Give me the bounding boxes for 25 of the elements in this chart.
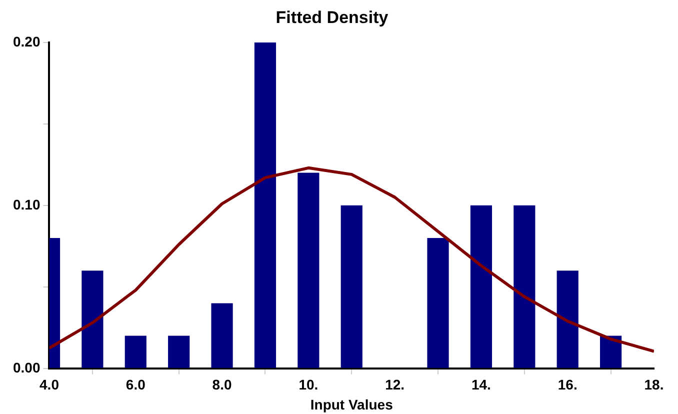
x-tick-label: 16.	[558, 376, 578, 393]
bar	[470, 205, 492, 368]
bar	[254, 42, 276, 368]
x-tick-label: 6.0	[126, 376, 146, 393]
bar	[124, 336, 146, 368]
bar	[600, 336, 622, 368]
x-tick-label: 4.0	[40, 376, 60, 393]
y-tick-label: 0.10	[13, 196, 40, 212]
bar	[514, 205, 536, 368]
chart-title: Fitted Density	[276, 8, 389, 27]
bar	[82, 270, 104, 368]
bar	[298, 172, 320, 368]
x-tick-label: 12.	[385, 376, 405, 393]
bar	[427, 238, 449, 368]
x-tick-label: 8.0	[212, 376, 232, 393]
x-axis-title: Input Values	[310, 396, 394, 412]
bar	[340, 205, 362, 368]
x-tick-label: 10.	[298, 376, 318, 393]
bar	[556, 270, 578, 368]
x-tick-label: 14.	[471, 376, 491, 393]
y-tick-label: 0.20	[13, 33, 40, 50]
bar	[168, 336, 190, 368]
bar	[211, 303, 233, 368]
x-tick-label: 18.	[644, 376, 664, 393]
y-tick-label: 0.00	[13, 359, 40, 376]
